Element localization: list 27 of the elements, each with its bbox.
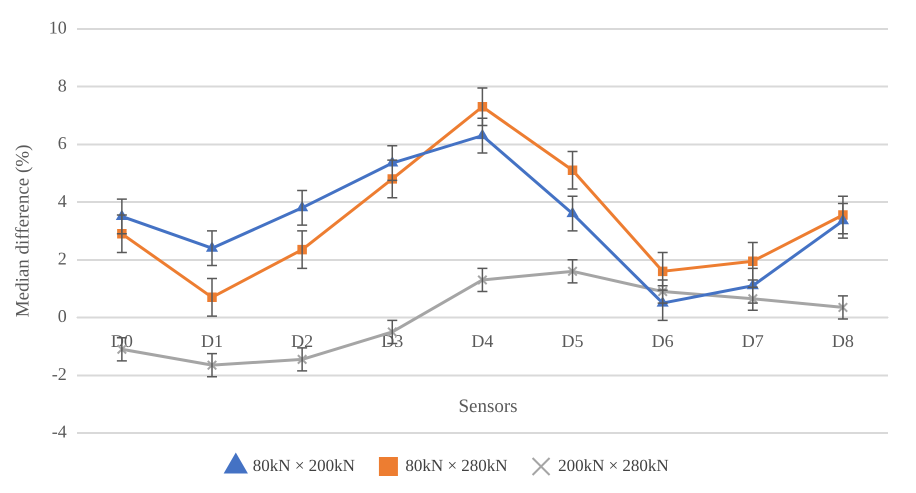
legend-label: 80kN × 200kN xyxy=(252,456,355,475)
x-tick-label: D6 xyxy=(652,331,674,352)
point xyxy=(838,302,848,313)
point xyxy=(657,286,668,297)
y-tick-label: -4 xyxy=(52,422,67,442)
y-tick-label: 8 xyxy=(58,75,67,96)
x-tick-label: D1 xyxy=(201,331,223,352)
x-tick-label: D8 xyxy=(832,331,854,352)
legend-label: 200kN × 280kN xyxy=(558,456,669,475)
y-axis-title: Median difference (%) xyxy=(12,144,34,318)
x-tick-label: D7 xyxy=(742,331,764,352)
point xyxy=(567,266,578,277)
x-tick-label: D2 xyxy=(291,331,314,352)
y-tick-label: 2 xyxy=(58,248,67,269)
legend-label: 80kN × 280kN xyxy=(405,456,508,475)
point xyxy=(748,294,758,304)
y-tick-label: 0 xyxy=(58,306,67,326)
point xyxy=(477,274,488,286)
y-tick-label: 4 xyxy=(58,190,67,211)
y-tick-label: 6 xyxy=(58,133,67,154)
point xyxy=(206,360,218,370)
x-tick-label: D4 xyxy=(471,331,494,352)
y-tick-label: 10 xyxy=(48,18,67,38)
x-axis-title: Sensors xyxy=(457,396,519,418)
x-tick-label: D5 xyxy=(562,331,584,352)
y-tick-label: -2 xyxy=(52,364,67,384)
point xyxy=(296,354,308,365)
